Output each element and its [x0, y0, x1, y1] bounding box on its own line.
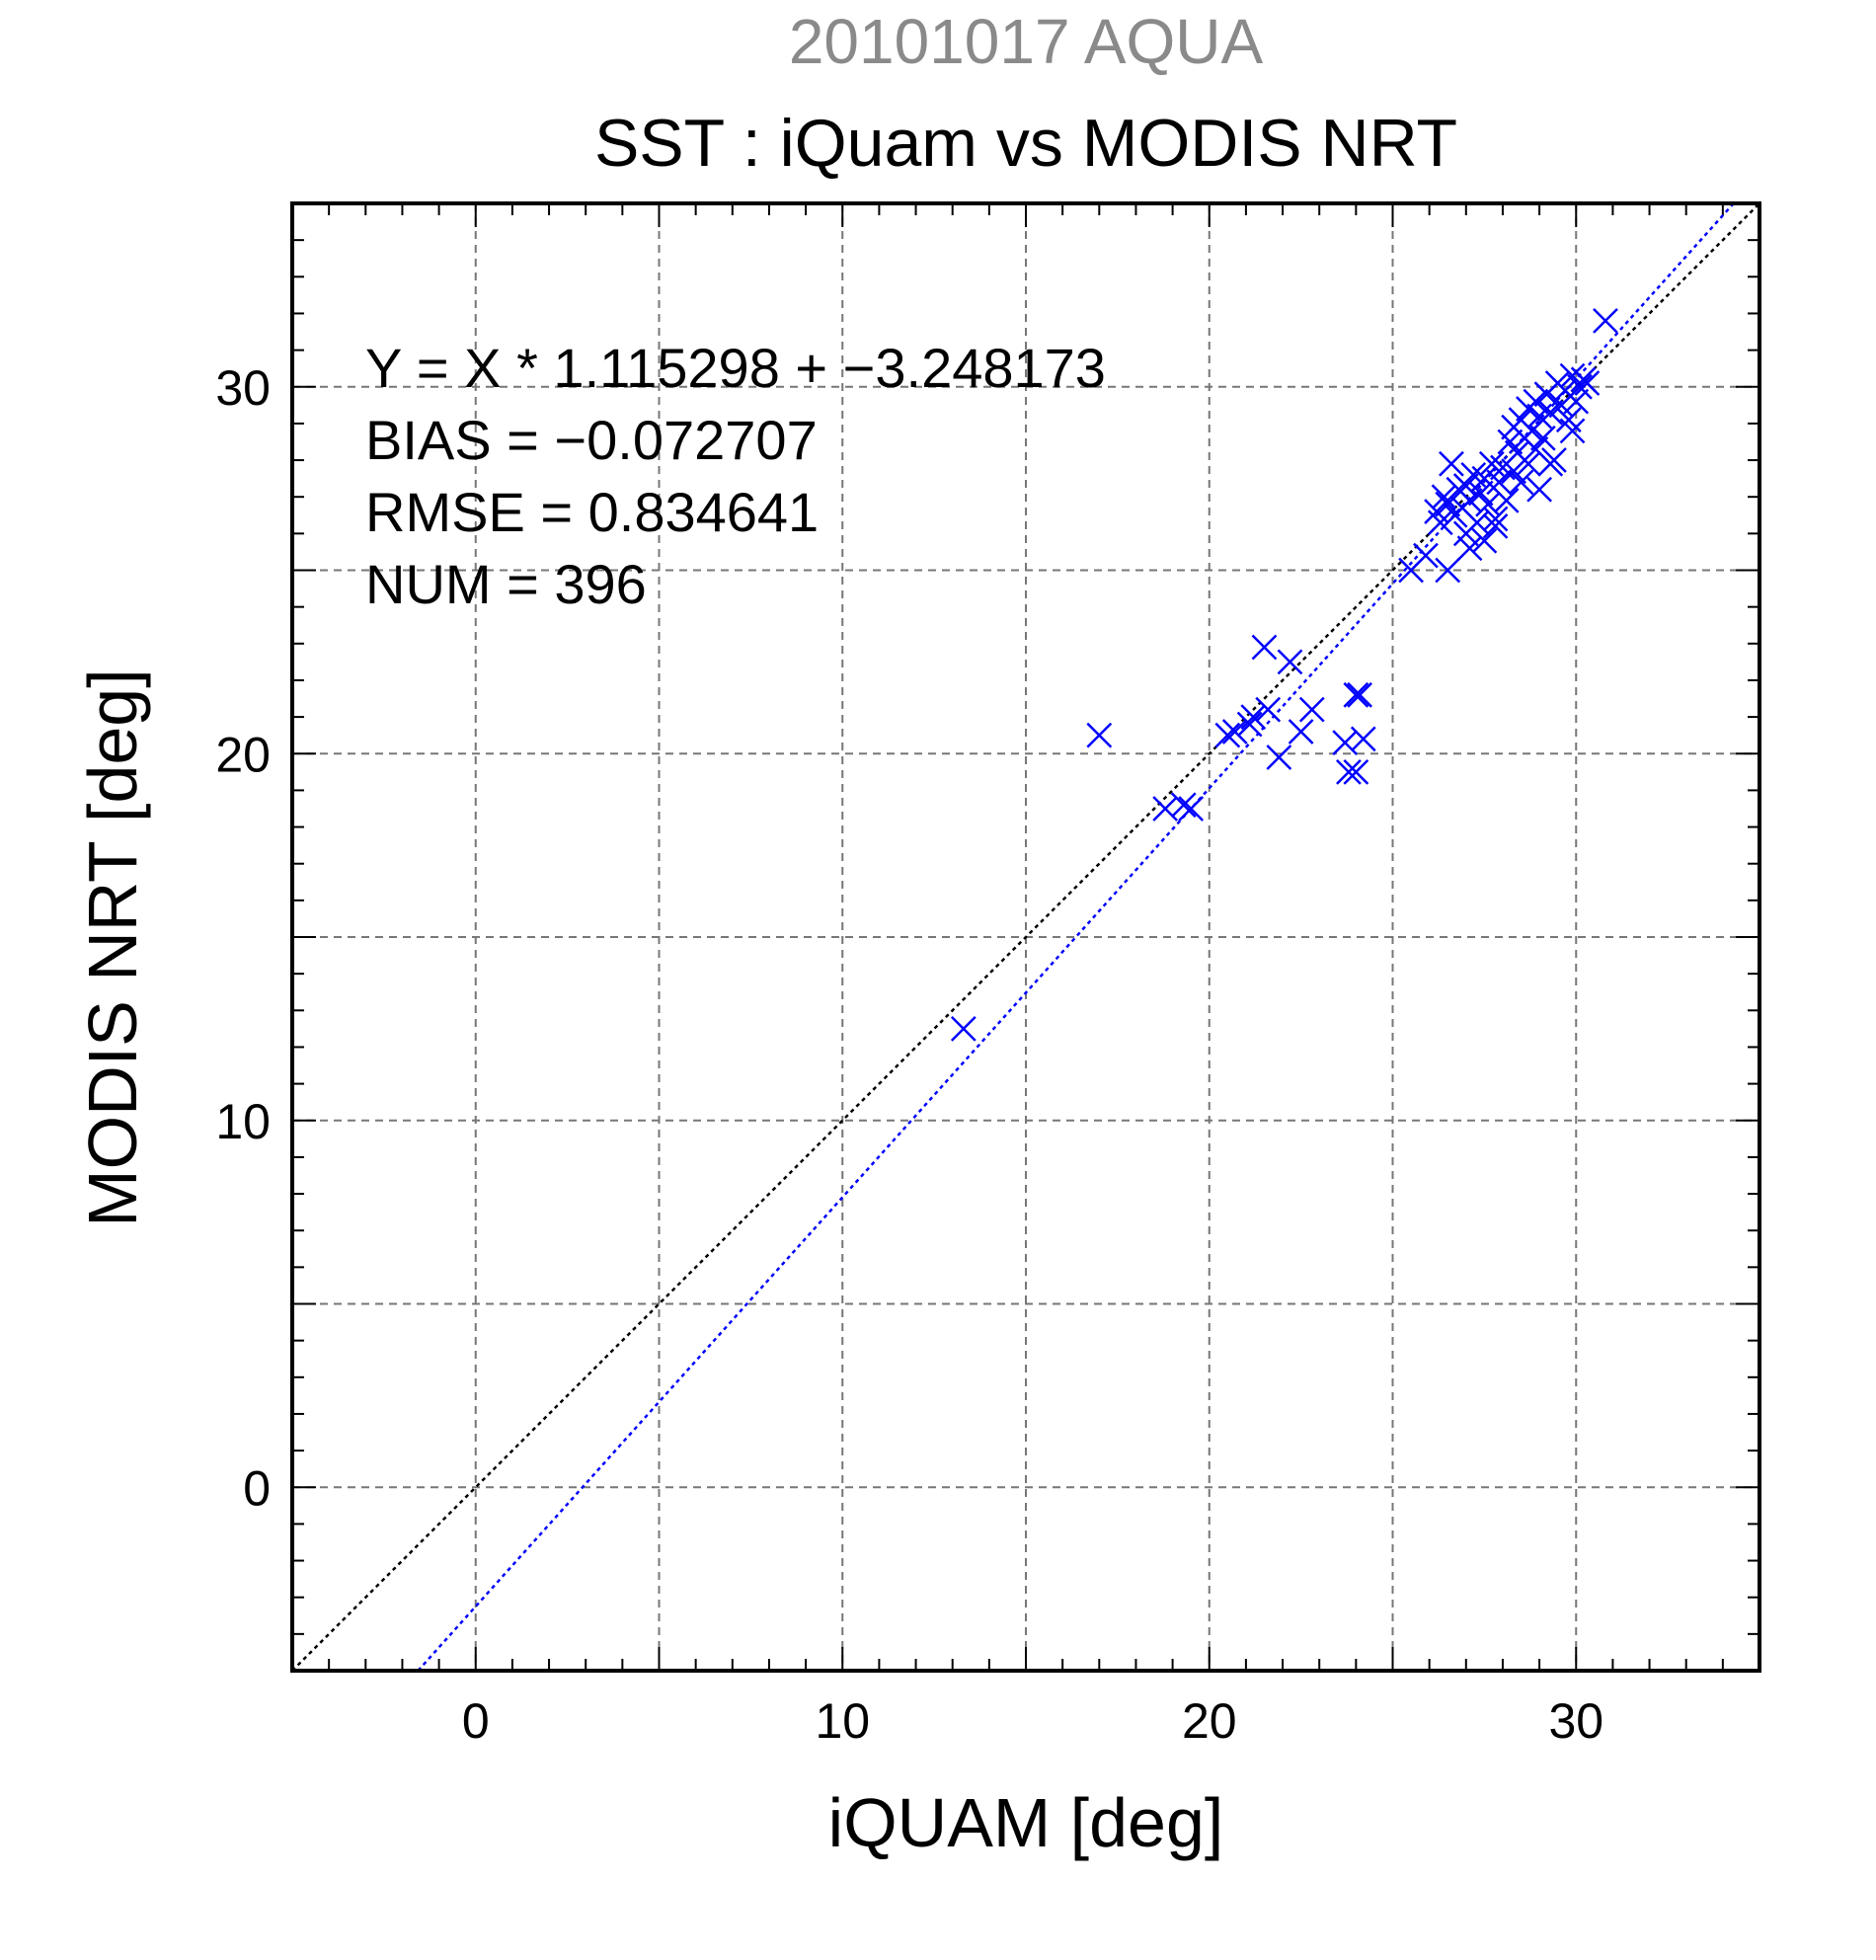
data-point [1277, 649, 1303, 675]
data-point [1240, 704, 1267, 730]
data-point [1523, 388, 1549, 415]
data-point [1350, 726, 1376, 752]
data-point [1471, 465, 1498, 492]
data-point [1497, 429, 1524, 455]
y-tick-labels: 0 10 20 30 [215, 360, 271, 1517]
data-point [1541, 447, 1567, 473]
data-point [1537, 399, 1564, 426]
plot-frame [290, 201, 1761, 1673]
x-tick-label: 0 [462, 1693, 490, 1749]
stat-num: NUM = 396 [365, 553, 647, 615]
data-point [1288, 719, 1314, 745]
data-point [1427, 510, 1453, 536]
data-point [1563, 388, 1590, 415]
chart-date-title: 20101017 AQUA [789, 6, 1264, 77]
data-point [1343, 681, 1369, 708]
x-tick-label: 10 [815, 1693, 870, 1749]
data-point [1493, 488, 1520, 513]
data-point [1221, 719, 1248, 745]
data-point [1516, 450, 1541, 477]
data-point [1482, 506, 1509, 532]
data-point [1439, 450, 1464, 477]
x-tick-label: 30 [1548, 1693, 1603, 1749]
y-tick-label: 30 [215, 360, 271, 416]
data-point [1266, 745, 1292, 770]
stat-rmse: RMSE = 0.834641 [365, 481, 819, 543]
data-point [1413, 542, 1439, 569]
data-point [1526, 476, 1552, 503]
data-point [1471, 527, 1498, 554]
x-tick-labels: 0 10 20 30 [462, 1693, 1603, 1749]
y-tick-label: 10 [215, 1094, 271, 1149]
data-point [1456, 535, 1483, 562]
data-point [1431, 484, 1457, 510]
data-point [1251, 634, 1278, 661]
chart-title: SST : iQuam vs MODIS NRT [594, 106, 1457, 181]
stat-bias: BIAS = −0.072707 [365, 409, 818, 471]
data-point [1170, 792, 1197, 819]
identity-line [291, 202, 1760, 1672]
data-point [1152, 796, 1179, 822]
data-point [1529, 425, 1556, 451]
y-tick-label: 0 [243, 1460, 271, 1516]
data-point [1332, 730, 1359, 755]
data-point [1482, 513, 1509, 539]
data-point [1467, 480, 1494, 507]
y-axis-label: MODIS NRT [deg] [74, 668, 151, 1226]
data-point [1567, 373, 1593, 400]
data-point [1486, 469, 1513, 496]
data-point [1508, 469, 1534, 496]
data-point [1559, 418, 1586, 444]
data-point [1178, 796, 1205, 822]
data-point [1298, 696, 1325, 723]
data-point [1236, 711, 1263, 738]
stats-box: Y = X * 1.115298 + −3.248173 BIAS = −0.0… [365, 337, 1106, 615]
data-point [950, 1015, 977, 1042]
data-point [1574, 370, 1601, 396]
data-point [1255, 696, 1282, 723]
data-point [1086, 722, 1113, 748]
data-point [1347, 681, 1372, 708]
data-point [1214, 722, 1241, 748]
stat-fit-equation: Y = X * 1.115298 + −3.248173 [365, 337, 1106, 399]
data-points [950, 307, 1618, 1042]
x-tick-label: 20 [1182, 1693, 1237, 1749]
y-tick-label: 20 [215, 727, 271, 782]
data-point [1343, 758, 1369, 785]
data-point [1435, 557, 1461, 584]
data-point [1593, 307, 1618, 334]
data-point [1452, 473, 1479, 499]
x-axis-label: iQUAM [deg] [828, 1784, 1224, 1861]
data-point [1336, 758, 1362, 785]
